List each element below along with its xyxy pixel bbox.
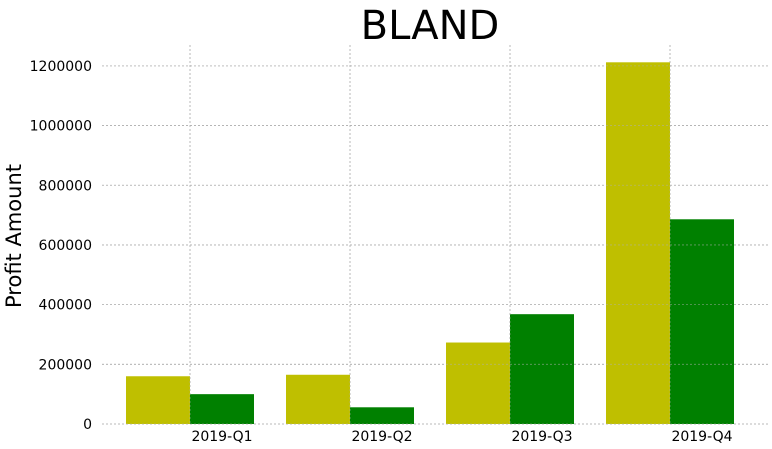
x-tick-label: 2019-Q3 — [511, 429, 572, 445]
bar-series-2-2019-Q4 — [670, 219, 734, 424]
y-tick-label: 800000 — [39, 178, 92, 194]
bar-series-1-2019-Q1 — [126, 376, 190, 424]
x-tick-label: 2019-Q4 — [671, 429, 732, 445]
y-tick-labels: 0 200000 400000 600000 800000 1000000 1200000 — [30, 59, 92, 433]
x-tick-label: 2019-Q1 — [191, 429, 252, 445]
x-tick-label: 2019-Q2 — [351, 429, 412, 445]
bars — [126, 62, 734, 425]
bar-series-2-2019-Q1 — [190, 394, 254, 424]
bar-series-2-2019-Q3 — [510, 314, 574, 424]
y-axis-label: Profit Amount — [2, 164, 26, 308]
bar-series-1-2019-Q3 — [446, 342, 510, 424]
y-tick-label: 1200000 — [30, 59, 92, 75]
y-tick-label: 200000 — [39, 357, 92, 373]
y-tick-label: 1000000 — [30, 119, 92, 135]
bar-series-1-2019-Q4 — [606, 62, 670, 425]
bar-series-2-2019-Q2 — [350, 407, 414, 424]
chart-title: BLAND — [361, 3, 500, 49]
x-tick-labels: 2019-Q1 2019-Q2 2019-Q3 2019-Q4 — [191, 429, 732, 445]
y-tick-label: 400000 — [39, 298, 92, 314]
gridlines-overlay — [102, 45, 768, 425]
bar-series-1-2019-Q2 — [286, 374, 350, 424]
y-tick-label: 0 — [83, 417, 92, 433]
y-tick-label: 600000 — [39, 238, 92, 254]
